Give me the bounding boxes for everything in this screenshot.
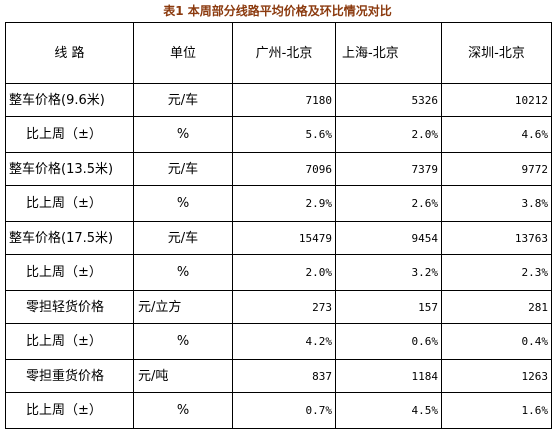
row-label: 整车价格(17.5米) <box>5 221 134 255</box>
row-unit: % <box>133 116 233 153</box>
row-unit: % <box>133 323 233 360</box>
cell-value: 837 <box>232 359 336 393</box>
cell-value: 1184 <box>335 359 442 393</box>
table-row: 零担重货价格 元/吨 837 1184 1263 <box>5 359 552 393</box>
cell-value: 9454 <box>335 221 442 255</box>
cell-value: 3.8% <box>441 185 552 222</box>
table-row: 比上周（±） % 2.0% 3.2% 2.3% <box>5 254 552 291</box>
row-label: 比上周（±） <box>5 323 134 360</box>
cell-value: 10212 <box>441 83 552 117</box>
cell-value: 4.2% <box>232 323 336 360</box>
row-unit: % <box>133 392 233 429</box>
cell-value: 1263 <box>441 359 552 393</box>
cell-value: 2.3% <box>441 254 552 291</box>
row-unit: 元/车 <box>133 152 233 186</box>
row-label: 比上周（±） <box>5 254 134 291</box>
cell-value: 4.6% <box>441 116 552 153</box>
cell-value: 5.6% <box>232 116 336 153</box>
header-shanghai-beijing: 上海-北京 <box>335 22 442 84</box>
table-row: 零担轻货价格 元/立方 273 157 281 <box>5 290 552 324</box>
cell-value: 1.6% <box>441 392 552 429</box>
table-row: 整车价格(17.5米) 元/车 15479 9454 13763 <box>5 221 552 255</box>
cell-value: 15479 <box>232 221 336 255</box>
cell-value: 4.5% <box>335 392 442 429</box>
table-row: 整车价格(13.5米) 元/车 7096 7379 9772 <box>5 152 552 186</box>
cell-value: 13763 <box>441 221 552 255</box>
row-label: 比上周（±） <box>5 185 134 222</box>
cell-value: 2.0% <box>335 116 442 153</box>
cell-value: 2.0% <box>232 254 336 291</box>
row-label: 整车价格(9.6米) <box>5 83 134 117</box>
row-label: 零担轻货价格 <box>5 290 134 324</box>
row-unit: 元/车 <box>133 83 233 117</box>
table-row: 整车价格(9.6米) 元/车 7180 5326 10212 <box>5 83 552 117</box>
cell-value: 7379 <box>335 152 442 186</box>
cell-value: 0.4% <box>441 323 552 360</box>
cell-value: 0.6% <box>335 323 442 360</box>
header-shenzhen-beijing: 深圳-北京 <box>441 22 552 84</box>
cell-value: 9772 <box>441 152 552 186</box>
row-label: 零担重货价格 <box>5 359 134 393</box>
table-row: 比上周（±） % 5.6% 2.0% 4.6% <box>5 116 552 153</box>
cell-value: 273 <box>232 290 336 324</box>
cell-value: 7096 <box>232 152 336 186</box>
row-unit: % <box>133 185 233 222</box>
cell-value: 3.2% <box>335 254 442 291</box>
row-label: 比上周（±） <box>5 116 134 153</box>
header-unit: 单位 <box>133 22 233 84</box>
table-row: 比上周（±） % 2.9% 2.6% 3.8% <box>5 185 552 222</box>
cell-value: 7180 <box>232 83 336 117</box>
cell-value: 281 <box>441 290 552 324</box>
header-guangzhou-beijing: 广州-北京 <box>232 22 336 84</box>
row-label: 整车价格(13.5米) <box>5 152 134 186</box>
cell-value: 2.6% <box>335 185 442 222</box>
row-label: 比上周（±） <box>5 392 134 429</box>
cell-value: 5326 <box>335 83 442 117</box>
table-row: 比上周（±） % 0.7% 4.5% 1.6% <box>5 392 552 429</box>
row-unit: 元/车 <box>133 221 233 255</box>
cell-value: 2.9% <box>232 185 336 222</box>
table-title: 表1 本周部分线路平均价格及环比情况对比 <box>163 4 392 18</box>
row-unit: 元/立方 <box>133 290 233 324</box>
header-route: 线 路 <box>5 22 134 84</box>
cell-value: 157 <box>335 290 442 324</box>
cell-value: 0.7% <box>232 392 336 429</box>
header-row: 线 路 单位 广州-北京 上海-北京 深圳-北京 <box>5 22 552 84</box>
table-row: 比上周（±） % 4.2% 0.6% 0.4% <box>5 323 552 360</box>
row-unit: 元/吨 <box>133 359 233 393</box>
row-unit: % <box>133 254 233 291</box>
price-comparison-table: 线 路 单位 广州-北京 上海-北京 深圳-北京 整车价格(9.6米) 元/车 … <box>5 22 552 429</box>
